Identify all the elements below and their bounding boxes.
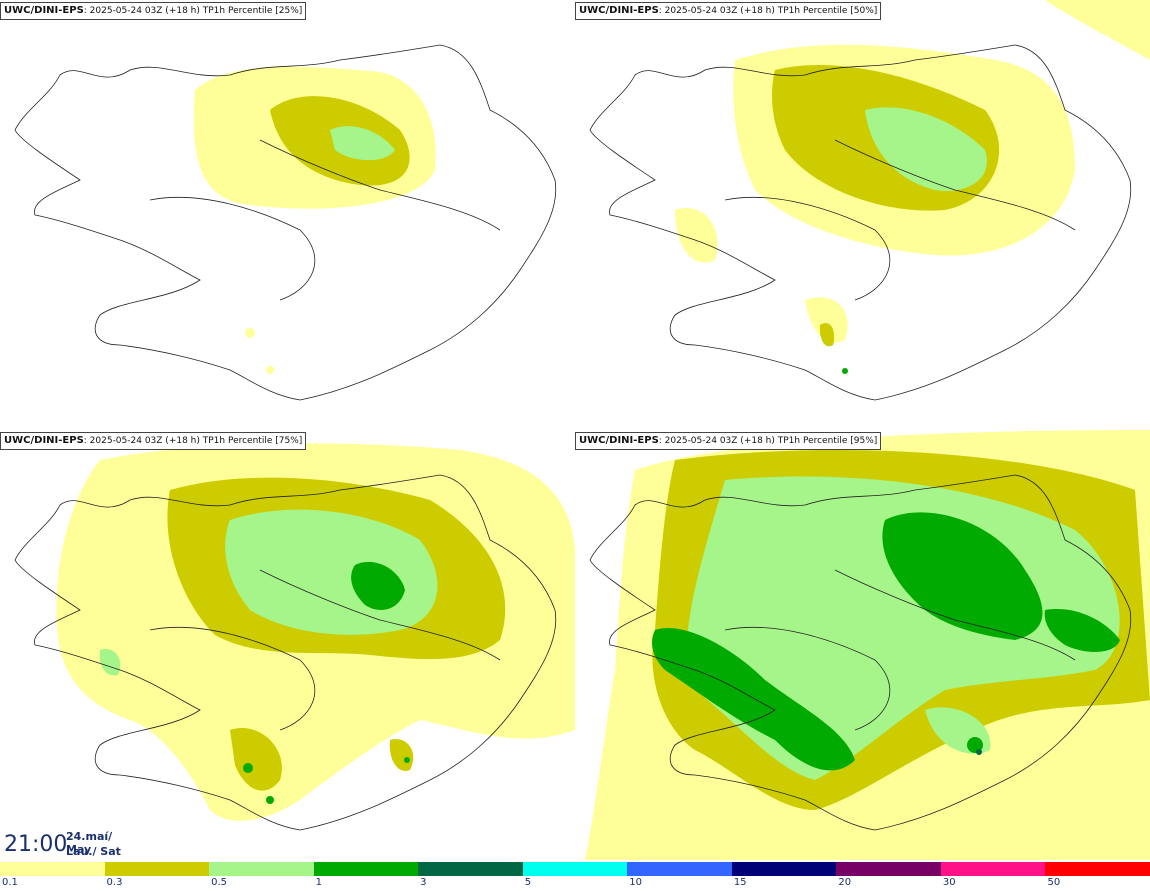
colorbar-tick-label: 3 (420, 877, 427, 888)
valid-date-line2: Lau./ Sat (66, 845, 121, 858)
colorbar-segment (731, 862, 837, 876)
colorbar-tick-label: 10 (629, 877, 642, 888)
colorbar-segment (1045, 862, 1150, 876)
colorbar-segment (313, 862, 419, 876)
precip-spots (245, 328, 274, 374)
precip-map-25 (14, 44, 557, 401)
panel-title: UWC/DINI-EPS: 2025-05-24 03Z (+18 h) TP1… (575, 2, 882, 20)
iceland-coastline (589, 474, 1132, 831)
colorbar-tick-label: 20 (838, 877, 852, 888)
precip-level-0.5 (865, 107, 987, 191)
precip-level-1 (652, 512, 1120, 771)
precip-map-75 (14, 443, 575, 831)
precip-map-95 (585, 430, 1150, 860)
colorbar-segment (836, 862, 941, 876)
colorbar-segment (940, 862, 1046, 876)
colorbar (0, 862, 1150, 876)
panel-title: UWC/DINI-EPS: 2025-05-24 03Z (+18 h) TP1… (0, 432, 307, 450)
map-panel-75: UWC/DINI-EPS: 2025-05-24 03Z (+18 h) TP1… (0, 430, 575, 860)
map-panel-95: UWC/DINI-EPS: 2025-05-24 03Z (+18 h) TP1… (575, 430, 1150, 860)
colorbar-segment (627, 862, 732, 876)
colorbar-tick-label: 15 (733, 877, 747, 888)
colorbar-tick-label: 0.3 (106, 877, 123, 888)
colorbar-tick-label: 1 (315, 877, 322, 888)
colorbar-tick-label: 30 (942, 877, 956, 888)
valid-hour: 21:00 (4, 832, 68, 857)
colorbar-tick-label: 0.1 (2, 877, 18, 888)
precip-level-3 (976, 749, 982, 755)
panel-title: UWC/DINI-EPS: 2025-05-24 03Z (+18 h) TP1… (575, 432, 882, 450)
panel-title: UWC/DINI-EPS: 2025-05-24 03Z (+18 h) TP1… (0, 2, 307, 20)
colorbar-segment (0, 862, 105, 876)
precip-map-50 (589, 0, 1150, 401)
precip-level-1 (842, 368, 848, 374)
colorbar-tick-label: 5 (524, 877, 532, 888)
colorbar-tick-label: 50 (1047, 877, 1061, 888)
colorbar-segment (104, 862, 210, 876)
map-panel-50: UWC/DINI-EPS: 2025-05-24 03Z (+18 h) TP1… (575, 0, 1150, 430)
iceland-coastline (14, 44, 557, 401)
precip-level-0.5 (330, 126, 395, 161)
precip-level-1 (243, 561, 410, 804)
colorbar-segment (418, 862, 523, 876)
colorbar-ticks: 0.1 0.3 0.5 1 3 5 10 15 20 30 50 (0, 877, 1150, 891)
colorbar-segment (522, 862, 628, 876)
iceland-coastline (589, 44, 1132, 401)
iceland-coastline (14, 474, 557, 831)
valid-time-box: 21:00 24.maí/ May Lau./ Sat (0, 828, 132, 862)
valid-date-line1: 24.maí/ May (66, 830, 113, 856)
map-panel-25: UWC/DINI-EPS: 2025-05-24 03Z (+18 h) TP1… (0, 0, 575, 430)
colorbar-segment (209, 862, 314, 876)
colorbar-tick-label: 0.5 (211, 877, 227, 888)
